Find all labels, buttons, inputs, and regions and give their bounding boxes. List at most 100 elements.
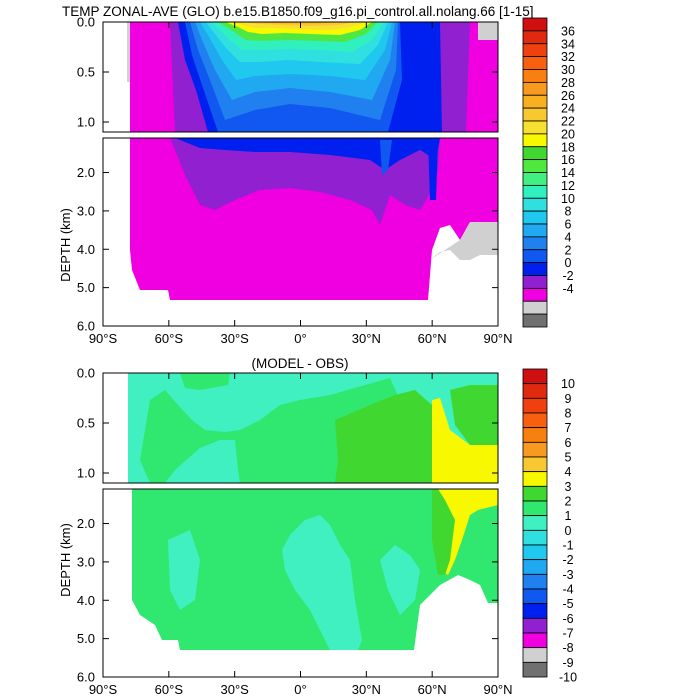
colorbar-swatch	[522, 43, 548, 58]
shelf-2	[440, 215, 498, 228]
top-lower-contour-field	[103, 138, 498, 326]
colorbar-label: -4	[562, 583, 573, 597]
colorbar-label: 28	[561, 76, 575, 90]
colorbar-swatch	[522, 236, 548, 251]
diff-minus1-deep	[282, 515, 362, 650]
colorbar-swatch	[522, 249, 548, 264]
y-tick-label: 0.0	[77, 366, 95, 381]
top-x-axis: 90°S 60°S 30°S 0° 30°N 60°N 90°N	[89, 22, 513, 346]
colorbar-label: 8	[565, 205, 572, 219]
colorbar-swatch	[522, 172, 548, 186]
colorbar-swatch	[522, 412, 548, 429]
diff-plus2-arctic	[450, 385, 498, 445]
colorbar-swatch	[522, 262, 548, 276]
colorbar-label: 26	[561, 89, 575, 103]
colorbar-label: 20	[561, 127, 575, 141]
diff-minus1-sh	[168, 530, 200, 610]
x-tick-label: 60°S	[155, 331, 184, 346]
colorbar-swatch	[522, 588, 548, 605]
arctic-warm-core	[410, 22, 440, 132]
y-tick-label: 6.0	[77, 319, 95, 334]
bottom-cold-patch	[430, 222, 498, 260]
colorbar-swatch	[522, 300, 548, 315]
diff-minus1-atl	[380, 545, 420, 615]
y-tick-label: 2.0	[77, 516, 95, 531]
colorbar-swatch	[522, 133, 548, 148]
colorbar-label: 6	[565, 436, 572, 450]
colorbar-swatch	[522, 159, 548, 173]
x-tick-label: 60°N	[418, 331, 447, 346]
colorbar-swatch	[522, 223, 548, 238]
colorbar-label: -1	[562, 539, 573, 553]
bottom-x-axis: 90°S 60°S 30°S 0° 30°N 60°N 90°N	[89, 373, 513, 697]
colorbar-swatch	[522, 456, 548, 473]
colorbar-swatch	[522, 427, 548, 443]
colorbar-label: 8	[565, 407, 572, 421]
colorbar-label: 9	[565, 392, 572, 406]
colorbar-label: -7	[562, 627, 573, 641]
deep-band-6	[175, 138, 440, 170]
colorbar-label: -8	[562, 641, 573, 655]
colorbar-swatch	[522, 603, 548, 619]
x-tick-label: 0°	[294, 331, 306, 346]
colorbar-label: 3	[565, 480, 572, 494]
colorbar-swatch	[522, 120, 548, 135]
colorbar-swatch	[522, 368, 548, 385]
x-tick-label: 30°S	[220, 331, 249, 346]
colorbar-swatch	[522, 617, 548, 634]
colorbar-label: 2	[565, 495, 572, 509]
colorbar-swatch	[522, 485, 548, 502]
colorbar-label: -3	[562, 568, 573, 582]
x-tick-label: 60°S	[155, 682, 184, 697]
x-tick-label: 30°N	[352, 331, 381, 346]
bottom-ylabel: DEPTH (km)	[58, 523, 73, 597]
colorbar-label: 1	[565, 509, 572, 523]
colorbar-swatch	[522, 529, 548, 546]
colorbar-label: 34	[561, 37, 575, 51]
x-tick-label: 30°N	[352, 682, 381, 697]
colorbar-label: -5	[562, 597, 573, 611]
diff-plus2-deep	[432, 489, 455, 575]
colorbar-label: -9	[562, 656, 573, 670]
colorbar-label: 0	[565, 524, 572, 538]
diff-plus3-arctic	[432, 398, 498, 483]
colorbar-label: 10	[561, 377, 575, 391]
x-tick-label: 0°	[294, 682, 306, 697]
colorbar-label: 4	[565, 465, 572, 479]
colorbar-label: 22	[561, 115, 575, 129]
colorbar-label: 2	[565, 243, 572, 257]
x-tick-label: 30°S	[220, 682, 249, 697]
colorbar-swatch	[522, 107, 548, 122]
colorbar-swatch	[522, 471, 548, 487]
x-tick-label: 90°S	[89, 331, 118, 346]
y-tick-label: 5.0	[77, 631, 95, 646]
colorbar-label: -4	[562, 282, 573, 296]
y-tick-label: 6.0	[77, 670, 95, 685]
colorbar-label: 6	[565, 218, 572, 232]
x-tick-label: 90°N	[483, 331, 512, 346]
colorbar-label: 16	[561, 153, 575, 167]
arctic-cold-layer	[440, 22, 470, 132]
colorbar-swatch	[522, 632, 548, 649]
top-upper-contour-field	[103, 22, 498, 132]
colorbar-swatch	[522, 441, 548, 458]
colorbar-label: 7	[565, 421, 572, 435]
colorbar-label: 32	[561, 50, 575, 64]
colorbar-swatch	[522, 81, 548, 96]
colorbar-swatch	[522, 397, 548, 414]
colorbar-swatch	[522, 30, 548, 45]
colorbar-label: 14	[561, 166, 575, 180]
y-tick-label: 3.0	[77, 554, 95, 569]
colorbar-label: -6	[562, 612, 573, 626]
colorbar-swatch	[522, 275, 548, 289]
colorbar-label: 10	[561, 192, 575, 206]
bottom-y-axis: 0.0 0.5 1.0 2.0 3.0 4.0 5.0 6.0	[77, 366, 498, 685]
colorbar-label: 18	[561, 140, 575, 154]
colorbar-label: -2	[562, 269, 573, 283]
colorbar-label: 0	[565, 256, 572, 270]
x-tick-label: 90°N	[483, 682, 512, 697]
bottom-title: (MODEL - OBS)	[251, 356, 348, 371]
